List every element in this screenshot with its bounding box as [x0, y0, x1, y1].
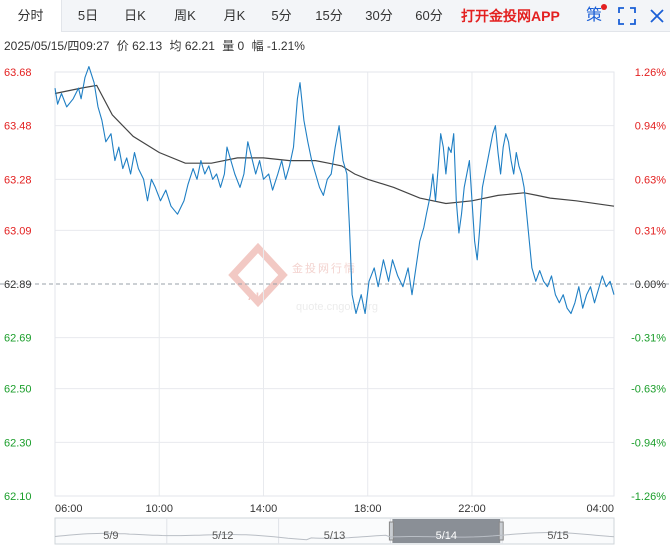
x-tick: 18:00 — [354, 503, 382, 515]
y-tick-left: 62.69 — [4, 333, 32, 345]
watermark-logo-diamond — [228, 242, 288, 308]
y-tick-left: 62.30 — [4, 437, 32, 449]
info-volume: 量 0 — [222, 39, 245, 53]
y-tick-right: -0.94% — [631, 437, 666, 449]
navigator-handle-right[interactable] — [498, 521, 504, 541]
navigator-label: 5/12 — [212, 530, 233, 542]
open-app-link[interactable]: 打开金投网APP — [461, 8, 560, 24]
info-change: 幅 -1.21% — [251, 39, 305, 53]
tab-2[interactable]: 日K — [124, 8, 146, 23]
tab-0[interactable]: 分时 — [0, 0, 62, 32]
y-tick-right: 0.00% — [635, 279, 666, 291]
navigator-label: 5/14 — [436, 530, 457, 542]
y-tick-right: -0.31% — [631, 333, 666, 345]
y-tick-right: 0.94% — [635, 121, 666, 133]
watermark-cn: 金投网行情 — [292, 261, 357, 275]
y-tick-left: 62.89 — [4, 279, 32, 291]
navigator-label: 5/9 — [103, 530, 118, 542]
close-icon[interactable] — [648, 6, 666, 26]
fullscreen-icon[interactable] — [617, 6, 637, 26]
y-tick-right: -1.26% — [631, 491, 666, 503]
y-tick-left: 62.10 — [4, 491, 32, 503]
y-tick-right: 0.63% — [635, 174, 666, 186]
y-tick-right: 1.26% — [635, 67, 666, 79]
navigator-frame[interactable] — [54, 517, 615, 545]
x-tick: 22:00 — [458, 503, 486, 515]
y-tick-right: 0.31% — [635, 225, 666, 237]
tab-7[interactable]: 30分 — [365, 8, 393, 23]
plot-frame — [54, 71, 615, 497]
tab-3[interactable]: 周K — [174, 8, 196, 23]
navigator-selected-range[interactable] — [392, 519, 501, 543]
notification-dot — [601, 4, 607, 10]
y-tick-left: 63.68 — [4, 67, 32, 79]
x-tick: 14:00 — [250, 503, 278, 515]
info-avg: 均 62.21 — [169, 39, 215, 53]
y-tick-left: 63.09 — [4, 225, 32, 237]
x-tick: 06:00 — [55, 503, 83, 515]
y-tick-left: 63.28 — [4, 174, 32, 186]
x-tick: 10:00 — [145, 503, 173, 515]
tab-4[interactable]: 月K — [223, 8, 246, 23]
navigator-handle-left[interactable] — [388, 521, 394, 541]
info-datetime: 2025/05/15/四09:27 — [4, 39, 110, 53]
price-info-line: 2025/05/15/四09:27 价 62.13 均 62.21 量 0 幅 … — [4, 37, 309, 54]
tab-8[interactable]: 60分 — [415, 8, 443, 23]
watermark-logo-text: AU — [248, 291, 264, 303]
price-line — [54, 66, 615, 315]
navigator-preview-line — [54, 532, 615, 541]
tab-5[interactable]: 5分 — [271, 8, 292, 23]
y-tick-left: 62.50 — [4, 384, 32, 396]
period-tab-bar — [0, 0, 670, 32]
info-price: 价 62.13 — [116, 39, 163, 53]
tab-1[interactable]: 5日 — [77, 8, 99, 23]
y-tick-left: 63.48 — [4, 121, 32, 133]
x-tick: 04:00 — [586, 503, 614, 515]
navigator-label: 5/15 — [547, 530, 568, 542]
tab-6[interactable]: 15分 — [315, 8, 343, 23]
avg-price-line — [54, 84, 615, 207]
y-tick-right: -0.63% — [631, 384, 666, 396]
strategy-button[interactable]: 策 — [586, 7, 603, 24]
navigator-label: 5/13 — [324, 530, 345, 542]
